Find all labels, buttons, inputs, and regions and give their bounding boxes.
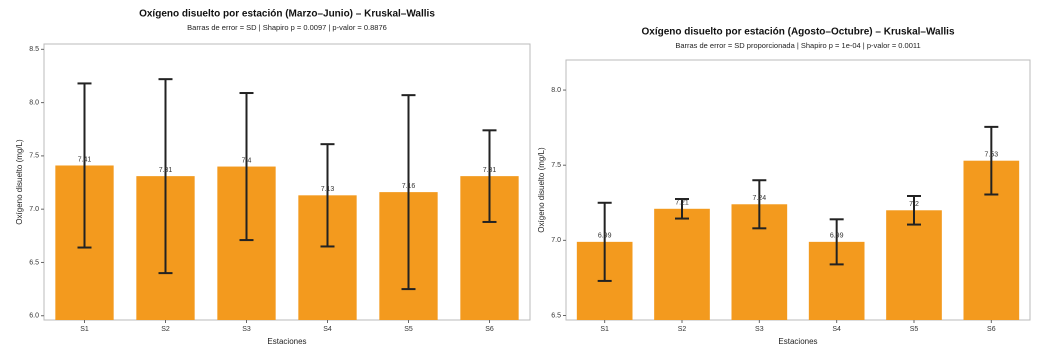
data-label: 7.31 <box>483 167 497 174</box>
y-tick-label: 8.0 <box>29 99 39 106</box>
y-tick-label: 6.5 <box>551 312 561 319</box>
chart-subtitle: Barras de error = SD | Shapiro p = 0.009… <box>187 23 387 32</box>
y-tick-label: 6.5 <box>29 259 39 266</box>
data-label: 7.53 <box>985 152 999 159</box>
y-tick-label: 8.5 <box>29 46 39 53</box>
x-tick-label: S1 <box>600 326 609 333</box>
x-tick-label: S5 <box>404 326 413 333</box>
bar <box>886 210 942 320</box>
x-tick-label: S5 <box>910 326 919 333</box>
data-label: 6.99 <box>598 233 612 240</box>
x-tick-label: S4 <box>832 326 841 333</box>
data-label: 7.24 <box>753 195 767 202</box>
chart-title: Oxígeno disuelto por estación (Marzo–Jun… <box>139 9 435 20</box>
chart-subtitle: Barras de error = SD proporcionada | Sha… <box>675 41 920 50</box>
data-label: 7.41 <box>78 156 92 163</box>
bar <box>654 208 710 320</box>
y-tick-label: 6.0 <box>29 313 39 320</box>
x-tick-label: S6 <box>485 326 494 333</box>
x-tick-label: S1 <box>80 326 89 333</box>
y-tick-label: 7.5 <box>551 162 561 169</box>
y-tick-label: 7.5 <box>29 153 39 160</box>
data-label: 7.31 <box>159 167 173 174</box>
x-tick-label: S3 <box>755 326 764 333</box>
data-label: 7.4 <box>242 157 252 164</box>
chart-title: Oxígeno disuelto por estación (Agosto–Oc… <box>641 27 954 38</box>
x-tick-label: S2 <box>678 326 687 333</box>
y-tick-label: 7.0 <box>551 237 561 244</box>
x-axis-label: Estaciones <box>267 337 306 346</box>
x-tick-label: S2 <box>161 326 170 333</box>
data-label: 7.21 <box>675 200 689 207</box>
y-axis-label: Oxígeno disuelto (mg/L) <box>15 139 24 225</box>
y-tick-label: 7.0 <box>29 206 39 213</box>
x-tick-label: S3 <box>242 326 251 333</box>
data-label: 7.16 <box>402 183 416 190</box>
plot-frame <box>43 43 531 321</box>
x-tick-label: S6 <box>987 326 996 333</box>
y-tick-label: 8.0 <box>551 87 561 94</box>
data-label: 7.2 <box>909 201 919 208</box>
data-label: 7.13 <box>321 186 335 193</box>
plot-frame <box>565 59 1031 321</box>
x-axis-label: Estaciones <box>778 337 817 346</box>
x-tick-label: S4 <box>323 326 332 333</box>
data-label: 6.99 <box>830 233 844 240</box>
y-axis-label: Oxígeno disuelto (mg/L) <box>537 147 546 233</box>
